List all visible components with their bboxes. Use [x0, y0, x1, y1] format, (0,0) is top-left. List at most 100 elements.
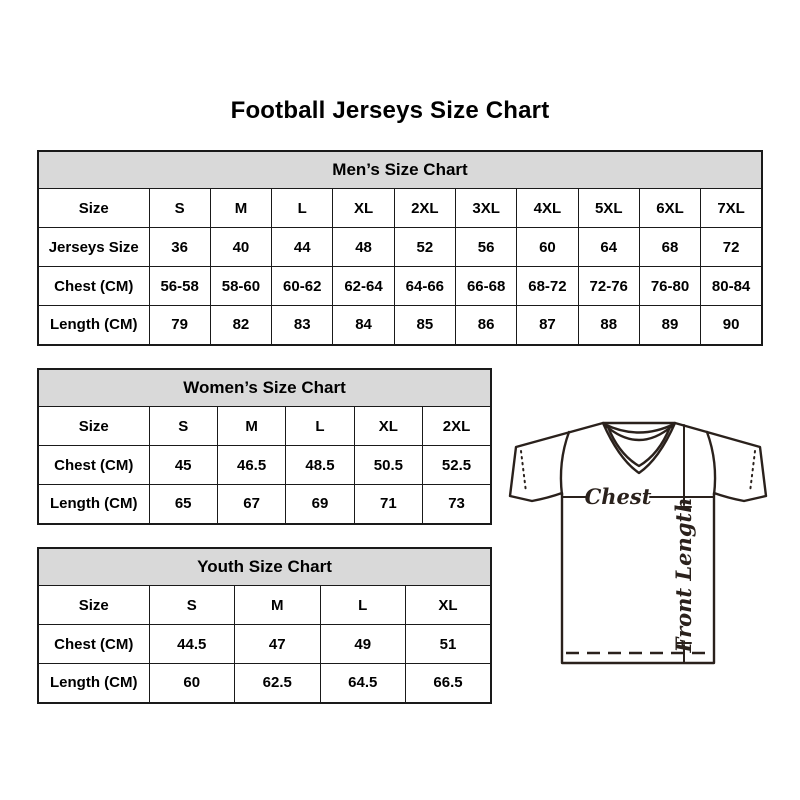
- jersey-outline: [508, 421, 768, 665]
- value-cell: 86: [454, 305, 518, 345]
- collar-band-arc: [604, 424, 674, 442]
- value-cell: 89: [638, 305, 702, 345]
- value-cell: L: [285, 406, 355, 446]
- youth-size-table: Youth Size Chart Size S M L XL Chest (CM) 44.5 4…: [37, 547, 492, 704]
- table-row: Length (CM) 65 67 69 71 73: [37, 484, 492, 524]
- value-cell: 90: [700, 305, 763, 345]
- value-cell: 64-66: [393, 266, 456, 306]
- row-label-cell: Size: [37, 188, 150, 228]
- value-cell: 66.5: [405, 663, 492, 703]
- mens-size-table: Men’s Size Chart Size S M L XL 2XL 3XL 4XL 5XL 6XL…: [37, 150, 763, 346]
- value-cell: 68-72: [516, 266, 579, 306]
- value-cell: 44.5: [148, 624, 235, 664]
- value-cell: M: [234, 585, 321, 625]
- jersey-measurement-diagram: Chest Front Length: [500, 400, 776, 692]
- value-cell: L: [319, 585, 406, 625]
- table-row: Length (CM) 60 62.5 64.5 66.5: [37, 663, 492, 703]
- value-cell: 60: [516, 227, 579, 267]
- chest-label: Chest: [585, 484, 652, 509]
- value-cell: 2XL: [422, 406, 492, 446]
- value-cell: 67: [216, 484, 287, 524]
- value-cell: 47: [234, 624, 321, 664]
- row-label-cell: Chest (CM): [37, 445, 150, 485]
- row-label-cell: Length (CM): [37, 484, 150, 524]
- value-cell: 44: [271, 227, 334, 267]
- value-cell: 52: [393, 227, 456, 267]
- value-cell: 73: [422, 484, 492, 524]
- table-title: Women’s Size Chart: [37, 368, 492, 407]
- value-cell: S: [148, 406, 218, 446]
- row-label-cell: Size: [37, 585, 150, 625]
- value-cell: 40: [209, 227, 273, 267]
- value-cell: 3XL: [454, 188, 518, 228]
- value-cell: 48: [332, 227, 395, 267]
- table-row: Chest (CM) 56-58 58-60 60-62 62-64 64-66 66-68…: [37, 266, 763, 306]
- right-armhole-seam: [705, 430, 717, 497]
- value-cell: S: [148, 585, 235, 625]
- table-row: Length (CM) 79 82 83 84 85 86 87 88 89 90: [37, 305, 763, 345]
- value-cell: 60: [148, 663, 235, 703]
- value-cell: 83: [271, 305, 334, 345]
- row-label-cell: Chest (CM): [37, 624, 150, 664]
- value-cell: 62.5: [234, 663, 321, 703]
- table-row: Chest (CM) 45 46.5 48.5 50.5 52.5: [37, 445, 492, 485]
- table-row: Size S M L XL 2XL: [37, 406, 492, 446]
- value-cell: 62-64: [332, 266, 395, 306]
- value-cell: 60-62: [271, 266, 334, 306]
- value-cell: 76-80: [638, 266, 702, 306]
- value-cell: M: [216, 406, 287, 446]
- value-cell: L: [271, 188, 334, 228]
- value-cell: 2XL: [393, 188, 456, 228]
- value-cell: XL: [353, 406, 424, 446]
- table-row: Size S M L XL: [37, 585, 492, 625]
- value-cell: 84: [332, 305, 395, 345]
- value-cell: 5XL: [577, 188, 640, 228]
- table-title: Men’s Size Chart: [37, 150, 763, 189]
- value-cell: 80-84: [700, 266, 763, 306]
- value-cell: 71: [353, 484, 424, 524]
- value-cell: 65: [148, 484, 218, 524]
- table-title-row: Women’s Size Chart: [37, 368, 492, 407]
- value-cell: 82: [209, 305, 273, 345]
- value-cell: 45: [148, 445, 218, 485]
- value-cell: 49: [319, 624, 406, 664]
- jersey-diagram-svg: Chest Front Length: [508, 421, 768, 665]
- value-cell: 36: [148, 227, 211, 267]
- collar-back-arc: [602, 422, 676, 434]
- value-cell: 7XL: [700, 188, 763, 228]
- value-cell: 69: [285, 484, 355, 524]
- row-label-cell: Length (CM): [37, 305, 150, 345]
- page-title: Football Jerseys Size Chart: [230, 97, 550, 124]
- value-cell: 66-68: [454, 266, 518, 306]
- value-cell: M: [209, 188, 273, 228]
- value-cell: 68: [638, 227, 702, 267]
- right-cuff-stitch-line: [749, 450, 756, 493]
- value-cell: 87: [516, 305, 579, 345]
- table-row: Chest (CM) 44.5 47 49 51: [37, 624, 492, 664]
- value-cell: 56: [454, 227, 518, 267]
- table-row: Size S M L XL 2XL 3XL 4XL 5XL 6XL 7XL: [37, 188, 763, 228]
- value-cell: S: [148, 188, 211, 228]
- value-cell: 58-60: [209, 266, 273, 306]
- table-title-row: Men’s Size Chart: [37, 150, 763, 189]
- collar-v-inner: [606, 425, 672, 468]
- row-label-cell: Size: [37, 406, 150, 446]
- collar-v-outer: [601, 421, 677, 475]
- womens-size-table: Women’s Size Chart Size S M L XL 2XL Chest (CM)…: [37, 368, 492, 525]
- value-cell: 64.5: [319, 663, 406, 703]
- value-cell: XL: [332, 188, 395, 228]
- value-cell: 46.5: [216, 445, 287, 485]
- value-cell: 52.5: [422, 445, 492, 485]
- value-cell: 85: [393, 305, 456, 345]
- value-cell: 88: [577, 305, 640, 345]
- value-cell: 4XL: [516, 188, 579, 228]
- value-cell: 6XL: [638, 188, 702, 228]
- value-cell: 48.5: [285, 445, 355, 485]
- value-cell: 51: [405, 624, 492, 664]
- left-armhole-seam: [559, 430, 571, 497]
- table-row: Jerseys Size 36 40 44 48 52 56 60 64 68 72: [37, 227, 763, 267]
- value-cell: 79: [148, 305, 211, 345]
- row-label-cell: Jerseys Size: [37, 227, 150, 267]
- value-cell: 72: [700, 227, 763, 267]
